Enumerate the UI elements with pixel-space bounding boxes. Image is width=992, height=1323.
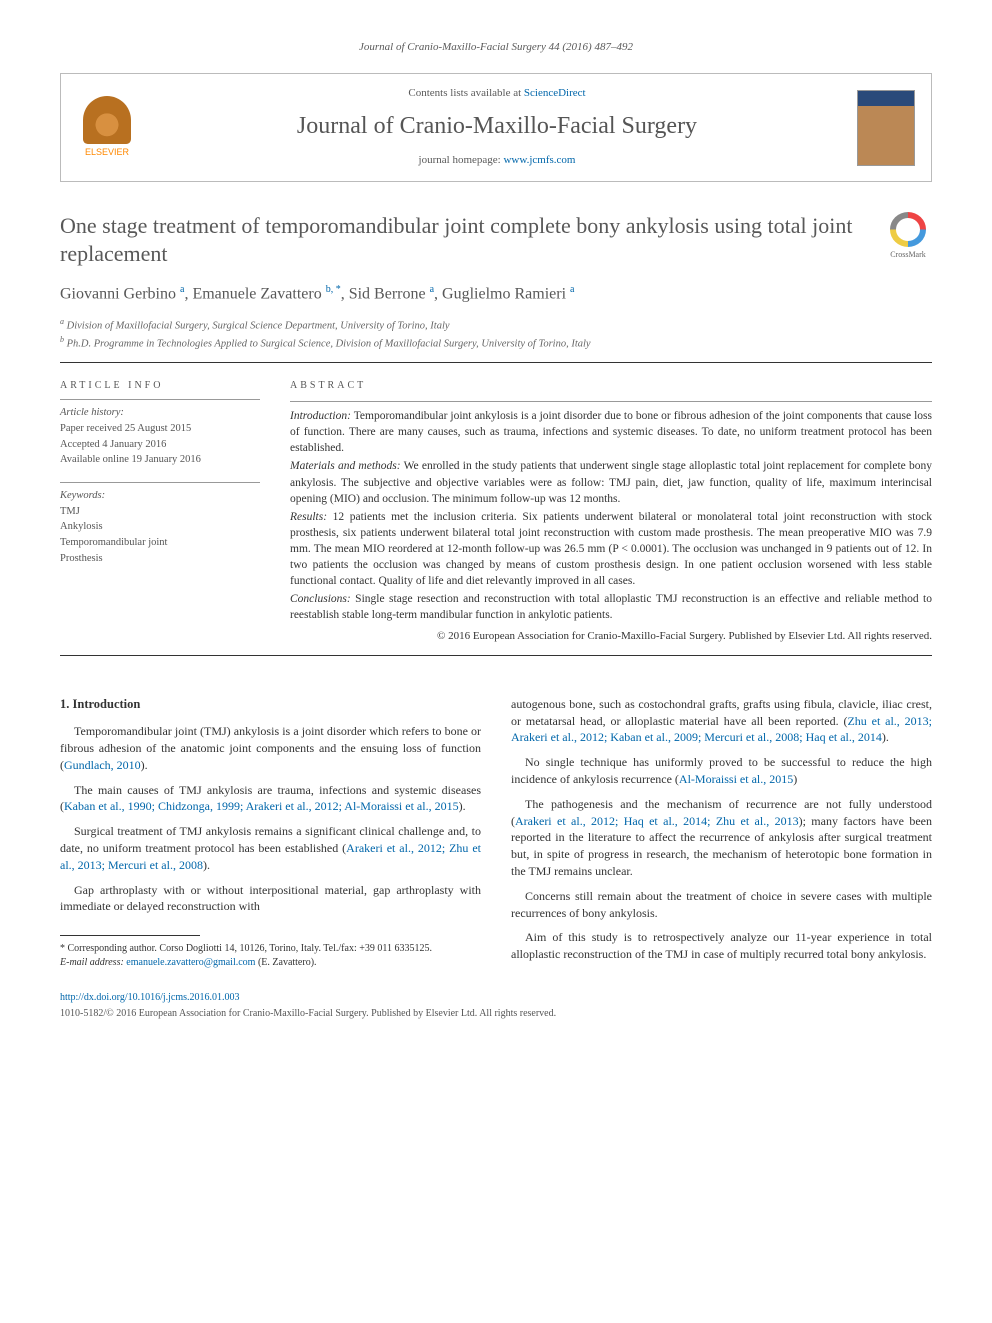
body-p3: Surgical treatment of TMJ ankylosis rema… [60, 823, 481, 873]
body-column-left: 1. Introduction Temporomandibular joint … [60, 696, 481, 971]
body-p4: Gap arthroplasty with or without interpo… [60, 882, 481, 916]
body-p7: The pathogenesis and the mechanism of re… [511, 796, 932, 880]
doi-link[interactable]: http://dx.doi.org/10.1016/j.jcms.2016.01… [60, 992, 240, 1003]
body-column-right: autogenous bone, such as costochondral g… [511, 696, 932, 971]
article-title: One stage treatment of temporomandibular… [60, 212, 864, 269]
author-4: Guglielmo Ramieri [442, 285, 566, 302]
journal-header-box: ELSEVIER Contents lists available at Sci… [60, 73, 932, 181]
body-p9: Aim of this study is to retrospectively … [511, 929, 932, 963]
abstract-divider [290, 401, 932, 402]
abstract-methods: Materials and methods: We enrolled in th… [290, 458, 932, 506]
history-label: Article history: [60, 406, 260, 421]
keywords-block: Keywords: TMJ Ankylosis Temporomandibula… [60, 489, 260, 566]
abstract-intro: Introduction: Temporomandibular joint an… [290, 408, 932, 456]
footnote-separator [60, 935, 200, 936]
body-p8: Concerns still remain about the treatmen… [511, 888, 932, 922]
cite-arakeri2[interactable]: Arakeri et al., 2012; Haq et al., 2014; … [515, 814, 799, 828]
keywords-label: Keywords: [60, 489, 260, 504]
doi-line: http://dx.doi.org/10.1016/j.jcms.2016.01… [60, 991, 932, 1005]
history-accepted: Accepted 4 January 2016 [60, 438, 260, 453]
elsevier-tree-icon [83, 96, 131, 144]
abstract-results: Results: 12 patients met the inclusion c… [290, 509, 932, 589]
corresponding-text: * Corresponding author. Corso Dogliotti … [60, 942, 481, 956]
journal-cover-thumbnail[interactable] [857, 90, 915, 166]
author-3: Sid Berrone [349, 285, 426, 302]
divider-top [60, 362, 932, 363]
journal-reference: Journal of Cranio-Maxillo-Facial Surgery… [60, 40, 932, 55]
crossmark-icon [890, 212, 926, 247]
author-1: Giovanni Gerbino [60, 285, 176, 302]
affiliation-a: a Division of Maxillofacial Surgery, Sur… [60, 316, 932, 334]
abstract-copyright: © 2016 European Association for Cranio-M… [290, 629, 932, 644]
contents-available-line: Contents lists available at ScienceDirec… [157, 86, 837, 101]
elsevier-logo[interactable]: ELSEVIER [77, 93, 137, 163]
homepage-line: journal homepage: www.jcmfs.com [157, 153, 837, 168]
body-p6: No single technique has uniformly proved… [511, 754, 932, 788]
abstract-heading: ABSTRACT [290, 379, 932, 393]
article-info-column: ARTICLE INFO Article history: Paper rece… [60, 379, 260, 645]
sciencedirect-link[interactable]: ScienceDirect [524, 87, 586, 99]
keyword-4: Prosthesis [60, 552, 260, 567]
info-abstract-row: ARTICLE INFO Article history: Paper rece… [60, 379, 932, 645]
keyword-2: Ankylosis [60, 520, 260, 535]
section-1-heading: 1. Introduction [60, 696, 481, 714]
author-2-sup: b, * [326, 284, 341, 295]
info-divider-2 [60, 482, 260, 483]
homepage-link[interactable]: www.jcmfs.com [503, 154, 575, 166]
history-online: Available online 19 January 2016 [60, 453, 260, 468]
author-3-sup: a [430, 284, 434, 295]
corresponding-email-link[interactable]: emanuele.zavattero@gmail.com [126, 957, 255, 968]
abstract-column: ABSTRACT Introduction: Temporomandibular… [290, 379, 932, 645]
body-p1: Temporomandibular joint (TMJ) ankylosis … [60, 723, 481, 773]
journal-name: Journal of Cranio-Maxillo-Facial Surgery [157, 110, 837, 144]
cite-gundlach[interactable]: Gundlach, 2010 [64, 758, 141, 772]
elsevier-logo-text: ELSEVIER [85, 146, 129, 159]
abstract-conclusions: Conclusions: Single stage resection and … [290, 591, 932, 623]
keyword-1: TMJ [60, 505, 260, 520]
cite-kaban[interactable]: Kaban et al., 1990; Chidzonga, 1999; Ara… [64, 799, 459, 813]
affiliation-b: b Ph.D. Programme in Technologies Applie… [60, 334, 932, 352]
journal-ref-text: Journal of Cranio-Maxillo-Facial Surgery… [359, 41, 633, 53]
corresponding-author-footnote: * Corresponding author. Corso Dogliotti … [60, 942, 481, 970]
author-4-sup: a [570, 284, 574, 295]
divider-bottom [60, 655, 932, 656]
info-divider-1 [60, 399, 260, 400]
issn-copyright-line: 1010-5182/© 2016 European Association fo… [60, 1007, 932, 1021]
affiliations: a Division of Maxillofacial Surgery, Sur… [60, 316, 932, 353]
crossmark-badge[interactable]: CrossMark [884, 212, 932, 260]
author-2: Emanuele Zavattero [192, 285, 321, 302]
author-1-sup: a [180, 284, 184, 295]
corresponding-email-line: E-mail address: emanuele.zavattero@gmail… [60, 956, 481, 970]
keyword-3: Temporomandibular joint [60, 536, 260, 551]
body-p2: The main causes of TMJ ankylosis are tra… [60, 782, 481, 816]
crossmark-label: CrossMark [890, 249, 926, 260]
title-row: One stage treatment of temporomandibular… [60, 212, 932, 269]
article-info-heading: ARTICLE INFO [60, 379, 260, 393]
header-center: Contents lists available at ScienceDirec… [137, 86, 857, 168]
body-p5: autogenous bone, such as costochondral g… [511, 696, 932, 746]
authors-list: Giovanni Gerbino a, Emanuele Zavattero b… [60, 283, 932, 306]
history-received: Paper received 25 August 2015 [60, 422, 260, 437]
cite-almoraissi[interactable]: Al-Moraissi et al., 2015 [679, 772, 793, 786]
body-two-columns: 1. Introduction Temporomandibular joint … [60, 696, 932, 971]
article-history-block: Article history: Paper received 25 Augus… [60, 406, 260, 468]
